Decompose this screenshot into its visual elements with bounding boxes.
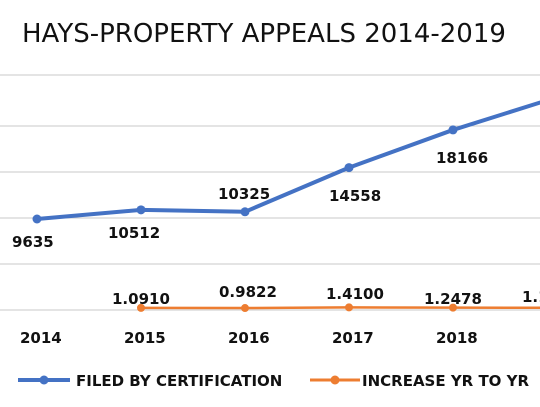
series-lines bbox=[36, 100, 540, 310]
point-filed-2018 bbox=[448, 125, 458, 135]
data-label-filed-2015: 10512 bbox=[108, 224, 160, 242]
chart-title: HAYS-PROPERTY APPEALS 2014-2019 bbox=[22, 19, 506, 49]
point-increase-2018 bbox=[449, 303, 457, 312]
point-increase-2015 bbox=[137, 303, 145, 312]
x-tick-2014: 2014 bbox=[20, 329, 62, 347]
x-tick-2015: 2015 bbox=[124, 329, 166, 347]
point-filed-2015 bbox=[136, 205, 146, 215]
data-label-filed-2016: 10325 bbox=[218, 185, 270, 203]
data-label-increase-2015: 1.0910 bbox=[112, 290, 170, 308]
point-increase-2016 bbox=[241, 304, 249, 313]
legend-label-increase-yr-to-yr: INCREASE YR TO YR bbox=[362, 372, 530, 390]
data-label-increase-2019: 1.1 bbox=[522, 288, 540, 306]
x-tick-2018: 2018 bbox=[436, 329, 478, 347]
x-axis-ticks: 201420152016201720182 bbox=[20, 329, 478, 347]
point-filed-2016 bbox=[240, 207, 250, 217]
data-label-filed-2018: 18166 bbox=[436, 149, 488, 167]
legend-marker-increase-yr-to-yr bbox=[330, 375, 340, 385]
data-label-filed-2014: 9635 bbox=[12, 233, 54, 251]
series-points bbox=[32, 125, 458, 313]
data-labels: 9635 10512 10325 14558 18166 1.0910 0.9822 1.41… bbox=[12, 149, 540, 308]
legend: FILED BY CERTIFICATION INCREASE YR TO YR bbox=[18, 372, 530, 390]
x-tick-2016: 2016 bbox=[228, 329, 270, 347]
series-line-filed-by-certification bbox=[36, 100, 540, 221]
data-label-increase-2018: 1.2478 bbox=[424, 290, 482, 308]
legend-label-filed-by-certification: FILED BY CERTIFICATION bbox=[76, 372, 282, 390]
x-tick-2017: 2017 bbox=[332, 329, 374, 347]
point-filed-2017 bbox=[344, 163, 354, 173]
point-filed-2014 bbox=[32, 214, 42, 224]
legend-marker-filed-by-certification bbox=[39, 375, 49, 385]
point-increase-2017 bbox=[345, 303, 353, 312]
data-label-increase-2016: 0.9822 bbox=[219, 283, 277, 301]
data-label-increase-2017: 1.4100 bbox=[326, 285, 384, 303]
gridlines bbox=[0, 74, 540, 311]
data-label-filed-2017: 14558 bbox=[329, 187, 381, 205]
